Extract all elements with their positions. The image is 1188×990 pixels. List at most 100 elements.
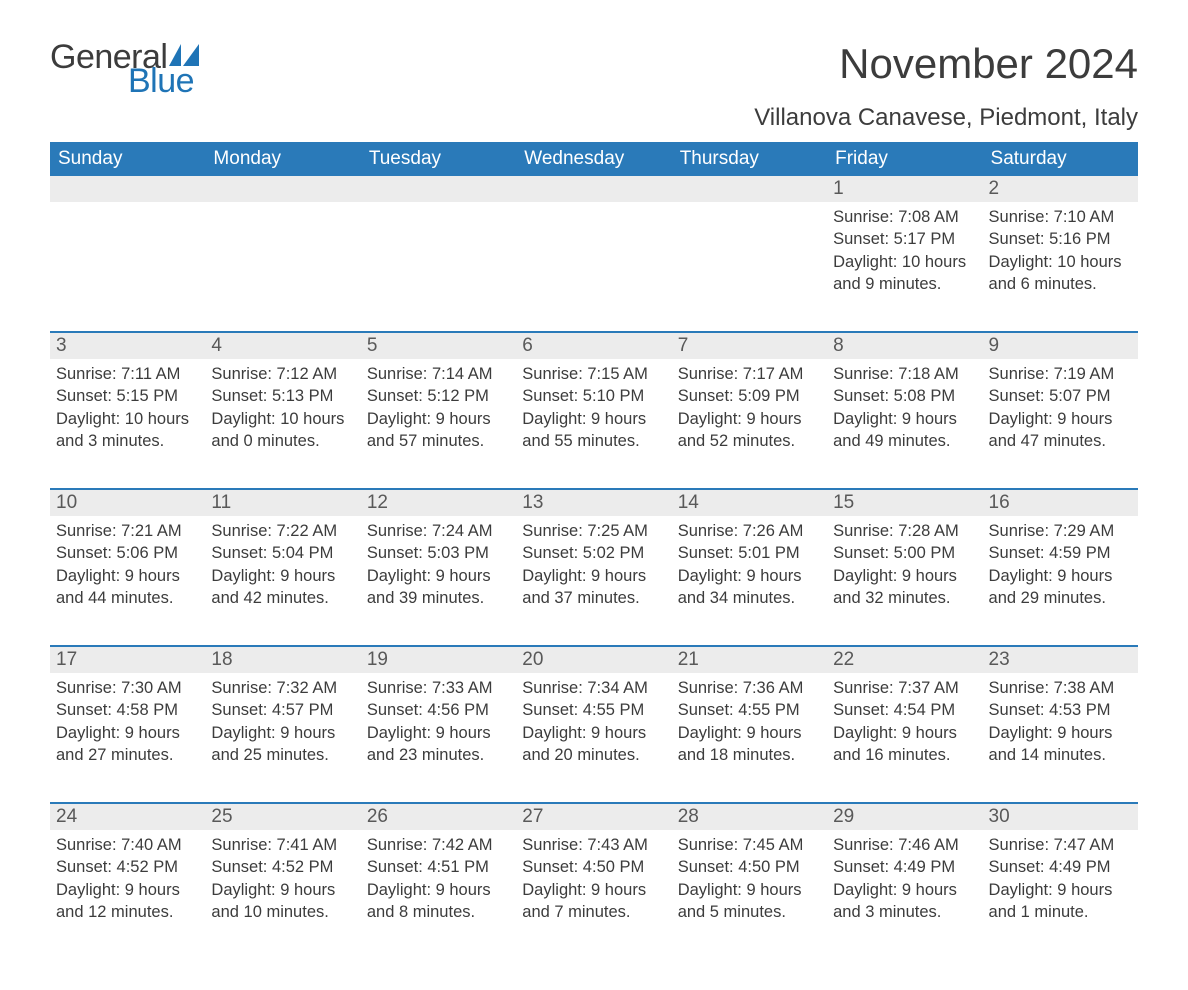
daylight-line: Daylight: 10 hours and 6 minutes. <box>989 251 1132 296</box>
weekday-header-row: Sunday Monday Tuesday Wednesday Thursday… <box>50 142 1138 176</box>
day-cell <box>50 202 205 332</box>
daylight-line: Daylight: 9 hours and 27 minutes. <box>56 722 199 767</box>
day-cell-body: Sunrise: 7:26 AMSunset: 5:01 PMDaylight:… <box>672 516 827 613</box>
day-content-row: Sunrise: 7:11 AMSunset: 5:15 PMDaylight:… <box>50 359 1138 489</box>
day-cell-body: Sunrise: 7:24 AMSunset: 5:03 PMDaylight:… <box>361 516 516 613</box>
sunrise-line: Sunrise: 7:18 AM <box>833 363 976 385</box>
day-number-cell: 15 <box>827 490 982 516</box>
sunset-line: Sunset: 5:17 PM <box>833 228 976 250</box>
daylight-line: Daylight: 9 hours and 23 minutes. <box>367 722 510 767</box>
day-cell-body: Sunrise: 7:41 AMSunset: 4:52 PMDaylight:… <box>205 830 360 927</box>
day-number-cell: 22 <box>827 647 982 673</box>
daylight-line: Daylight: 9 hours and 29 minutes. <box>989 565 1132 610</box>
day-cell: Sunrise: 7:12 AMSunset: 5:13 PMDaylight:… <box>205 359 360 489</box>
day-number-cell: 19 <box>361 647 516 673</box>
sunset-line: Sunset: 4:56 PM <box>367 699 510 721</box>
daylight-line: Daylight: 9 hours and 18 minutes. <box>678 722 821 767</box>
sunset-line: Sunset: 5:10 PM <box>522 385 665 407</box>
day-cell: Sunrise: 7:28 AMSunset: 5:00 PMDaylight:… <box>827 516 982 646</box>
day-cell: Sunrise: 7:10 AMSunset: 5:16 PMDaylight:… <box>983 202 1138 332</box>
daylight-line: Daylight: 9 hours and 44 minutes. <box>56 565 199 610</box>
daylight-line: Daylight: 9 hours and 20 minutes. <box>522 722 665 767</box>
sunset-line: Sunset: 5:09 PM <box>678 385 821 407</box>
weekday-header: Saturday <box>983 142 1138 176</box>
sunrise-line: Sunrise: 7:14 AM <box>367 363 510 385</box>
day-cell-body: Sunrise: 7:22 AMSunset: 5:04 PMDaylight:… <box>205 516 360 613</box>
page-title: November 2024 <box>839 40 1138 88</box>
day-cell <box>361 202 516 332</box>
day-cell-body: Sunrise: 7:10 AMSunset: 5:16 PMDaylight:… <box>983 202 1138 299</box>
day-cell-body: Sunrise: 7:42 AMSunset: 4:51 PMDaylight:… <box>361 830 516 927</box>
daylight-line: Daylight: 9 hours and 8 minutes. <box>367 879 510 924</box>
day-number-cell: 27 <box>516 804 671 830</box>
day-cell-body: Sunrise: 7:34 AMSunset: 4:55 PMDaylight:… <box>516 673 671 770</box>
sunrise-line: Sunrise: 7:10 AM <box>989 206 1132 228</box>
daylight-line: Daylight: 9 hours and 10 minutes. <box>211 879 354 924</box>
day-cell-body: Sunrise: 7:18 AMSunset: 5:08 PMDaylight:… <box>827 359 982 456</box>
day-cell: Sunrise: 7:17 AMSunset: 5:09 PMDaylight:… <box>672 359 827 489</box>
day-number-cell: 14 <box>672 490 827 516</box>
day-number-cell: 11 <box>205 490 360 516</box>
daylight-line: Daylight: 9 hours and 57 minutes. <box>367 408 510 453</box>
sunset-line: Sunset: 4:58 PM <box>56 699 199 721</box>
daylight-line: Daylight: 10 hours and 9 minutes. <box>833 251 976 296</box>
day-cell-body: Sunrise: 7:08 AMSunset: 5:17 PMDaylight:… <box>827 202 982 299</box>
day-number-row: 3456789 <box>50 333 1138 359</box>
sunset-line: Sunset: 4:49 PM <box>989 856 1132 878</box>
brand-logo: General Blue <box>50 40 201 98</box>
day-cell: Sunrise: 7:42 AMSunset: 4:51 PMDaylight:… <box>361 830 516 960</box>
weekday-header: Friday <box>827 142 982 176</box>
sunset-line: Sunset: 5:07 PM <box>989 385 1132 407</box>
sunset-line: Sunset: 4:53 PM <box>989 699 1132 721</box>
day-cell-body: Sunrise: 7:36 AMSunset: 4:55 PMDaylight:… <box>672 673 827 770</box>
daylight-line: Daylight: 9 hours and 39 minutes. <box>367 565 510 610</box>
brand-word-2: Blue <box>128 64 201 98</box>
day-number-cell: 8 <box>827 333 982 359</box>
daylight-line: Daylight: 9 hours and 7 minutes. <box>522 879 665 924</box>
day-cell: Sunrise: 7:36 AMSunset: 4:55 PMDaylight:… <box>672 673 827 803</box>
day-cell-body: Sunrise: 7:17 AMSunset: 5:09 PMDaylight:… <box>672 359 827 456</box>
day-cell-body: Sunrise: 7:38 AMSunset: 4:53 PMDaylight:… <box>983 673 1138 770</box>
day-cell: Sunrise: 7:47 AMSunset: 4:49 PMDaylight:… <box>983 830 1138 960</box>
daylight-line: Daylight: 9 hours and 5 minutes. <box>678 879 821 924</box>
sunset-line: Sunset: 5:04 PM <box>211 542 354 564</box>
sunset-line: Sunset: 4:55 PM <box>522 699 665 721</box>
day-cell: Sunrise: 7:11 AMSunset: 5:15 PMDaylight:… <box>50 359 205 489</box>
day-cell: Sunrise: 7:46 AMSunset: 4:49 PMDaylight:… <box>827 830 982 960</box>
day-cell-body: Sunrise: 7:11 AMSunset: 5:15 PMDaylight:… <box>50 359 205 456</box>
daylight-line: Daylight: 9 hours and 42 minutes. <box>211 565 354 610</box>
day-number-cell: 23 <box>983 647 1138 673</box>
sunset-line: Sunset: 5:12 PM <box>367 385 510 407</box>
day-cell-body: Sunrise: 7:45 AMSunset: 4:50 PMDaylight:… <box>672 830 827 927</box>
day-number-cell: 21 <box>672 647 827 673</box>
daylight-line: Daylight: 9 hours and 12 minutes. <box>56 879 199 924</box>
sunset-line: Sunset: 5:08 PM <box>833 385 976 407</box>
sunrise-line: Sunrise: 7:25 AM <box>522 520 665 542</box>
sunrise-line: Sunrise: 7:24 AM <box>367 520 510 542</box>
day-number-cell: 26 <box>361 804 516 830</box>
day-number-cell <box>205 176 360 202</box>
sunrise-line: Sunrise: 7:40 AM <box>56 834 199 856</box>
day-cell-body: Sunrise: 7:14 AMSunset: 5:12 PMDaylight:… <box>361 359 516 456</box>
day-cell-body: Sunrise: 7:29 AMSunset: 4:59 PMDaylight:… <box>983 516 1138 613</box>
calendar-page: General Blue November 2024 Villanova Can… <box>0 0 1188 990</box>
sunrise-line: Sunrise: 7:28 AM <box>833 520 976 542</box>
day-number-cell <box>516 176 671 202</box>
day-cell: Sunrise: 7:33 AMSunset: 4:56 PMDaylight:… <box>361 673 516 803</box>
daylight-line: Daylight: 9 hours and 3 minutes. <box>833 879 976 924</box>
day-cell-body: Sunrise: 7:21 AMSunset: 5:06 PMDaylight:… <box>50 516 205 613</box>
day-cell <box>516 202 671 332</box>
day-cell: Sunrise: 7:18 AMSunset: 5:08 PMDaylight:… <box>827 359 982 489</box>
day-cell-body: Sunrise: 7:28 AMSunset: 5:00 PMDaylight:… <box>827 516 982 613</box>
daylight-line: Daylight: 10 hours and 3 minutes. <box>56 408 199 453</box>
day-cell: Sunrise: 7:32 AMSunset: 4:57 PMDaylight:… <box>205 673 360 803</box>
day-number-cell: 10 <box>50 490 205 516</box>
day-number-cell: 29 <box>827 804 982 830</box>
weekday-header: Sunday <box>50 142 205 176</box>
day-cell: Sunrise: 7:29 AMSunset: 4:59 PMDaylight:… <box>983 516 1138 646</box>
daylight-line: Daylight: 9 hours and 47 minutes. <box>989 408 1132 453</box>
daylight-line: Daylight: 9 hours and 25 minutes. <box>211 722 354 767</box>
sunset-line: Sunset: 5:02 PM <box>522 542 665 564</box>
day-number-cell <box>361 176 516 202</box>
daylight-line: Daylight: 9 hours and 32 minutes. <box>833 565 976 610</box>
